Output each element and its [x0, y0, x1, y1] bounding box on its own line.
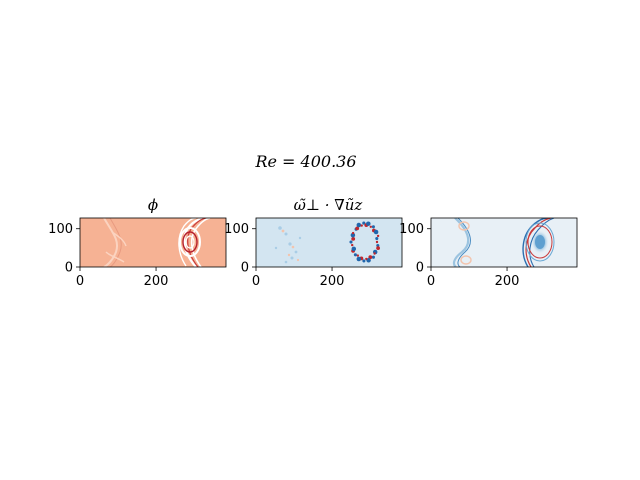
- panel-third-frame: [430, 217, 578, 268]
- speckle: [362, 221, 366, 225]
- panel-phi-axes: 0 200 0 100: [48, 222, 168, 289]
- speckle: [349, 240, 353, 244]
- speckle: [356, 222, 362, 228]
- panel-omega-grad-u-ytick-label: 0: [241, 261, 249, 276]
- figure-suptitle: Re = 400.36: [254, 152, 356, 171]
- speckle: [373, 229, 379, 235]
- speckle: [356, 254, 359, 257]
- panel-phi-ytick-label: 0: [65, 261, 73, 276]
- speckle: [369, 225, 372, 228]
- panel-omega-grad-u-frame: [255, 217, 403, 268]
- panel-omega-grad-u-heatmap-structures: [274, 221, 380, 264]
- speckle: [351, 243, 354, 247]
- panel-phi-ytick-label: 100: [48, 222, 73, 237]
- panel-omega-grad-u-xtick-label: 200: [320, 274, 345, 289]
- speckle: [351, 237, 356, 241]
- speckle: [366, 221, 371, 226]
- panel-third-xtick-label: 0: [427, 274, 435, 289]
- panel-third-ytick-label: 100: [399, 222, 424, 237]
- panel-phi: ϕ 0 200 0 100: [48, 196, 227, 289]
- panel-omega-grad-u-title: ω̃⊥ · ∇ũz: [294, 196, 363, 214]
- speckle: [353, 253, 357, 257]
- speckle: [375, 240, 379, 244]
- speckle: [373, 252, 376, 255]
- speckle: [368, 255, 373, 260]
- panel-omega-grad-u: ω̃⊥ · ∇ũz 0 200 0 100: [224, 196, 403, 289]
- speckle: [351, 246, 357, 252]
- panel-third-xtick-label: 200: [495, 274, 520, 289]
- speckle: [362, 259, 366, 263]
- speckle: [376, 234, 380, 238]
- panel-third-heatmap-background: [431, 218, 577, 267]
- speckle: [371, 225, 375, 229]
- speckle: [365, 257, 368, 261]
- panel-third-ytick-label: 0: [416, 261, 424, 276]
- panel-omega-grad-u-axes: 0 200 0 100: [224, 222, 344, 289]
- speckle: [350, 232, 356, 238]
- panel-phi-heatmap-structures: [103, 218, 211, 267]
- speckle: [356, 256, 362, 262]
- speckle: [351, 231, 355, 235]
- panel-third-heatmap-structures: [452, 218, 555, 267]
- panel-phi-heatmap-background: [80, 218, 226, 267]
- panel-phi-xtick-label: 200: [144, 274, 169, 289]
- speckle: [375, 236, 379, 241]
- speckle: [366, 258, 371, 263]
- panel-third-axes: 0 200 0 100: [399, 222, 519, 289]
- panel-phi-title: ϕ: [148, 196, 158, 214]
- panel-third: 0 200 0 100: [399, 217, 578, 289]
- speckle: [376, 246, 380, 251]
- panel-phi-xtick-label: 0: [76, 274, 84, 289]
- panel-omega-grad-u-xtick-label: 0: [252, 274, 260, 289]
- speckle: [355, 226, 360, 231]
- speckle: [360, 224, 363, 227]
- panel-phi-frame: [79, 217, 227, 268]
- panel-omega-grad-u-ytick-label: 100: [224, 222, 249, 237]
- panel-omega-grad-u-heatmap-background: [256, 218, 402, 267]
- speckle: [371, 255, 375, 259]
